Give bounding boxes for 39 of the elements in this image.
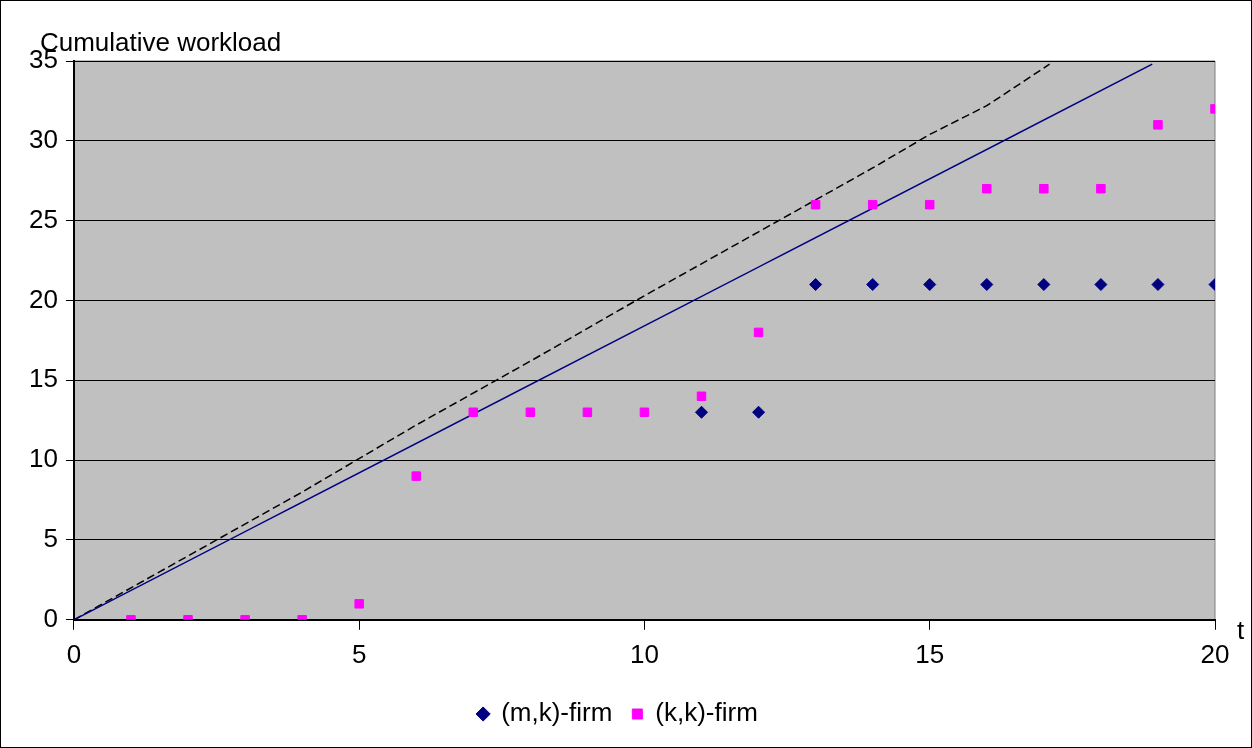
point (1153, 120, 1163, 130)
point (810, 199, 821, 210)
y-tick-label: 10 (29, 443, 58, 474)
x-tick-label: 0 (66, 638, 82, 669)
point (1039, 183, 1049, 194)
x-tick-label: 10 (630, 638, 659, 669)
point (1096, 183, 1106, 194)
y-tick-label: 20 (29, 283, 58, 314)
point (468, 407, 479, 417)
x-tick-label: 20 (1200, 638, 1230, 669)
y-tick-label: 15 (29, 363, 58, 394)
point (809, 278, 823, 292)
point (525, 407, 536, 417)
point (582, 407, 593, 417)
point (923, 278, 937, 292)
point (1094, 278, 1108, 292)
x-tick-label: 5 (351, 638, 367, 669)
point (982, 183, 992, 194)
point (1151, 278, 1165, 292)
y-tick-label: 30 (29, 124, 58, 154)
point (752, 405, 766, 419)
legend-label: (k,k)-firm (655, 697, 758, 728)
point (1037, 278, 1051, 292)
point (980, 278, 994, 292)
point (866, 278, 880, 292)
point (696, 391, 707, 402)
y-tick-label: 25 (29, 203, 58, 234)
point (354, 599, 364, 609)
y-tick-label: 5 (43, 523, 58, 554)
x-axis-title: t (1237, 614, 1245, 645)
point (639, 407, 650, 417)
point (411, 471, 421, 481)
point (924, 199, 935, 210)
y-tick-label: 0 (43, 602, 58, 633)
point (753, 327, 764, 338)
x-tick-label: 15 (915, 638, 945, 669)
point (867, 199, 878, 210)
legend-label: (m,k)-firm (501, 697, 613, 728)
point (695, 405, 709, 419)
